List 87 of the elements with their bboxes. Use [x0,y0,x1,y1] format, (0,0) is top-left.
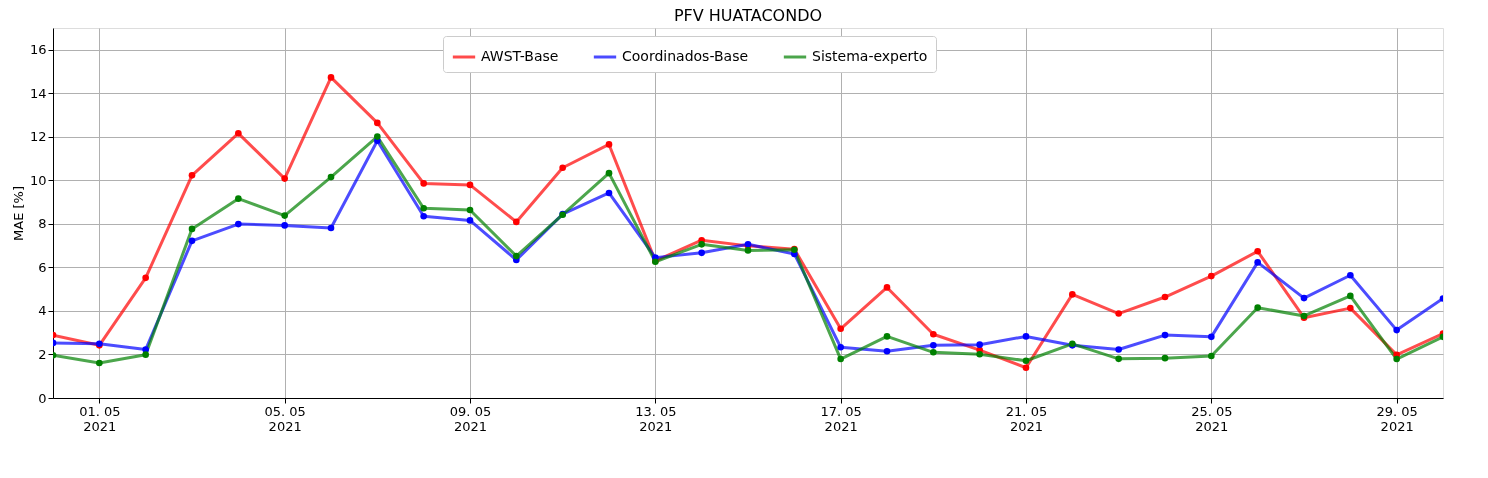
point [420,180,427,187]
point [976,350,983,358]
point [1161,354,1169,362]
point [837,355,844,363]
x-tick-label: 25. 05 2021 [1191,403,1233,434]
point [1254,259,1261,266]
y-tick-label: 14 [29,85,47,101]
y-tick-label: 4 [38,303,47,319]
point [559,164,566,172]
point [1022,357,1030,365]
point [930,330,937,338]
point [1393,326,1400,334]
point [281,222,288,229]
point [1115,355,1122,363]
point [466,206,474,214]
point [235,195,242,202]
point [698,249,705,257]
point [142,274,149,282]
point [1022,364,1030,372]
point [837,343,844,351]
chart-title: PFV HUATACONDO [673,6,823,25]
point [513,218,520,226]
point [1393,355,1400,363]
point [1347,292,1354,300]
point [1208,333,1215,341]
point [466,217,474,224]
point [466,181,474,189]
point [327,74,335,81]
point [96,359,103,367]
point [281,175,288,182]
point [374,133,381,140]
y-tick-label: 2 [38,346,47,362]
x-tick-label: 01. 05 2021 [79,403,121,434]
point [744,247,752,254]
point [1115,310,1122,317]
point [605,169,613,177]
point [188,237,196,245]
point [1115,346,1122,353]
point [1254,248,1261,255]
point [1347,304,1354,312]
x-tick-label: 21. 05 2021 [1005,403,1048,434]
point [1022,333,1030,340]
x-tick-label: 05. 05 2021 [264,403,306,434]
y-tick-label: 0 [38,390,47,406]
x-tick-label: 13. 05 2021 [635,403,677,434]
legend-label: AWST-Base [481,48,559,64]
point [142,351,149,358]
point [1300,294,1308,302]
x-tick-label: 29. 05 2021 [1376,403,1418,434]
y-tick-label: 16 [29,42,47,58]
point [605,141,613,148]
point [327,224,335,232]
point [281,212,288,219]
point [837,325,844,333]
point [1208,352,1215,360]
point [1208,272,1215,280]
x-tick-label: 09. 05 2021 [449,403,492,434]
point [1254,304,1261,311]
point [930,348,937,356]
y-tick-label: 8 [38,216,47,232]
legend-label: Coordinados-Base [622,48,749,64]
point [374,119,381,127]
point [188,172,196,179]
point [930,342,937,349]
x-tick-label: 17. 05 2021 [820,403,862,434]
y-tick-label: 6 [38,259,47,275]
y-axis-title: MAE [%] [10,186,26,241]
point [420,212,427,220]
point [605,189,613,197]
point [1069,291,1076,298]
point [235,130,242,137]
y-tick-label: 12 [29,129,47,145]
point [235,220,242,228]
point [420,204,427,212]
point [976,341,983,348]
point [883,347,891,355]
point [883,333,891,340]
point [513,252,520,260]
point [188,225,196,233]
point [1161,293,1169,301]
y-tick-label: 10 [29,172,47,188]
point [698,241,705,248]
point [1347,271,1354,279]
point [327,173,335,181]
legend-label: Sistema-experto [812,48,928,64]
point [883,284,891,291]
point [1161,331,1169,339]
